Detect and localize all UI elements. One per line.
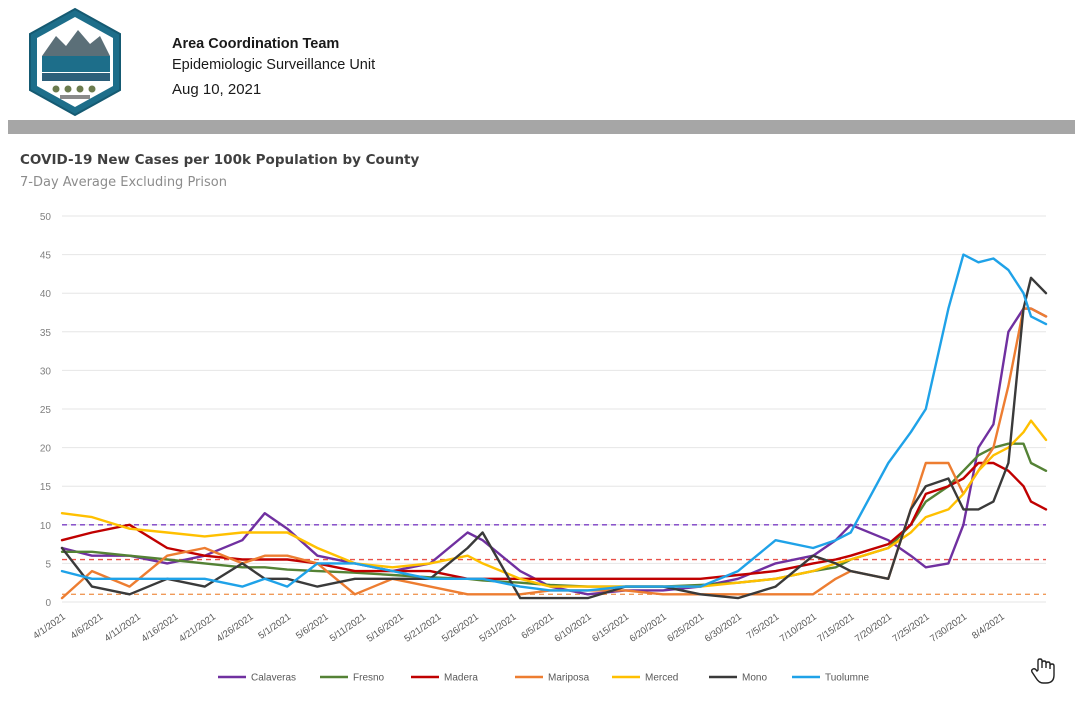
unit-name: Epidemiologic Surveillance Unit [172, 57, 376, 73]
y-tick-label: 50 [40, 212, 52, 223]
x-tick-label: 6/5/2021 [519, 611, 556, 641]
x-tick-label: 4/26/2021 [215, 611, 256, 644]
legend-label-madera: Madera [444, 673, 478, 684]
x-tick-label: 6/30/2021 [703, 611, 744, 644]
y-tick-label: 25 [40, 405, 52, 416]
x-tick-label: 6/15/2021 [590, 611, 631, 644]
x-tick-label: 7/20/2021 [853, 611, 894, 644]
x-tick-label: 4/21/2021 [177, 611, 218, 644]
x-tick-label: 5/1/2021 [256, 611, 293, 641]
legend-label-merced: Merced [645, 673, 678, 684]
y-tick-label: 0 [45, 598, 51, 609]
series-line-calaveras [60, 307, 1048, 596]
x-tick-label: 6/25/2021 [665, 611, 706, 644]
series-line-merced [60, 419, 1048, 588]
x-tick-label: 5/21/2021 [402, 611, 443, 644]
x-tick-label: 7/10/2021 [778, 611, 819, 644]
legend-label-mono: Mono [742, 673, 767, 684]
badge-logo-icon [29, 7, 121, 117]
legend-label-tuolumne: Tuolumne [825, 673, 870, 684]
x-tick-label: 8/4/2021 [970, 611, 1007, 641]
x-tick-label: 4/6/2021 [69, 611, 106, 641]
chart-title: COVID-19 New Cases per 100k Population b… [20, 152, 420, 168]
series-line-fresno [60, 442, 1048, 588]
x-tick-label: 7/5/2021 [745, 611, 782, 641]
x-tick-label: 4/1/2021 [31, 611, 68, 641]
x-tick-label: 7/15/2021 [815, 611, 856, 644]
x-tick-label: 7/25/2021 [891, 611, 932, 644]
x-tick-label: 6/20/2021 [628, 611, 669, 644]
series-line-tuolumne [60, 253, 1048, 592]
legend-label-fresno: Fresno [353, 673, 385, 684]
chart-subtitle: 7-Day Average Excluding Prison [20, 175, 227, 190]
y-tick-label: 40 [40, 289, 52, 300]
report-date: Aug 10, 2021 [172, 81, 262, 98]
y-tick-label: 35 [40, 328, 52, 339]
x-tick-label: 5/26/2021 [440, 611, 481, 644]
y-tick-label: 20 [40, 444, 52, 455]
legend-label-calaveras: Calaveras [251, 673, 296, 684]
legend-label-mariposa: Mariposa [548, 673, 590, 684]
x-tick-label: 5/31/2021 [477, 611, 518, 644]
x-tick-label: 5/16/2021 [365, 611, 406, 644]
team-name: Area Coordination Team [172, 36, 340, 52]
x-tick-label: 5/6/2021 [294, 611, 331, 641]
series-line-madera [60, 461, 1048, 580]
hand-cursor-icon [1030, 658, 1055, 684]
y-tick-label: 15 [40, 482, 52, 493]
x-tick-label: 7/30/2021 [928, 611, 969, 644]
x-tick-label: 4/11/2021 [102, 611, 142, 644]
header-divider [8, 120, 1075, 134]
y-tick-label: 5 [45, 559, 51, 570]
report-header: Area Coordination Team Epidemiologic Sur… [172, 34, 375, 100]
y-tick-label: 30 [40, 366, 52, 377]
x-tick-label: 6/10/2021 [553, 611, 594, 644]
y-tick-label: 45 [40, 251, 52, 262]
x-tick-label: 4/16/2021 [139, 611, 180, 644]
y-tick-label: 10 [40, 521, 52, 532]
x-tick-label: 5/11/2021 [328, 611, 368, 644]
